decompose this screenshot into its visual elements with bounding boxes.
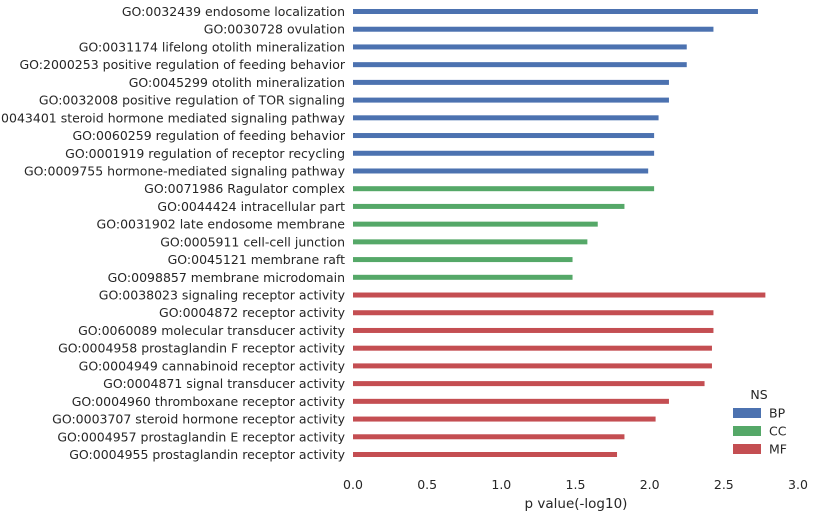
bar-24 [353, 416, 656, 422]
y-tick-label-10: GO:0009755 hormone-mediated signaling pa… [24, 163, 346, 178]
legend-swatch-cc [733, 426, 761, 436]
bar-20 [353, 345, 712, 351]
bar-11 [353, 186, 655, 192]
bar-13 [353, 221, 598, 227]
bars-layer [353, 9, 766, 457]
y-tick-label-17: GO:0038023 signaling receptor activity [99, 288, 346, 303]
y-tick-label-22: GO:0004871 signal transducer activity [103, 376, 345, 391]
bar-16 [353, 274, 573, 280]
y-tick-label-18: GO:0004872 receptor activity [159, 305, 346, 320]
y-tick-label-7: GO:0043401 steroid hormone mediated sign… [0, 110, 346, 125]
y-tick-label-2: GO:0030728 ovulation [204, 22, 345, 37]
y-tick-label-13: GO:0031902 late endosome membrane [97, 217, 346, 232]
bar-5 [353, 79, 669, 85]
y-tick-label-12: GO:0044424 intracellular part [157, 199, 345, 214]
x-tick-label-6: 2.5 [714, 477, 734, 492]
bar-25 [353, 434, 625, 440]
y-tick-label-11: GO:0071986 Ragulator complex [144, 181, 345, 196]
bar-3 [353, 44, 687, 50]
y-tick-label-20: GO:0004958 prostaglandin F receptor acti… [58, 341, 346, 356]
y-tick-label-16: GO:0098857 membrane microdomain [108, 270, 345, 285]
x-tick-label-4: 1.5 [566, 477, 586, 492]
x-axis-label: p value(-log10) [525, 496, 628, 512]
bar-12 [353, 203, 625, 209]
y-tick-label-25: GO:0004957 prostaglandin E receptor acti… [57, 429, 345, 444]
legend-entries: BP CC MF [733, 406, 787, 457]
y-tick-label-3: GO:0031174 lifelong otolith mineralizati… [79, 39, 345, 54]
y-tick-label-24: GO:0003707 steroid hormone receptor acti… [52, 412, 345, 427]
y-tick-label-21: GO:0004949 cannabinoid receptor activity [79, 358, 346, 373]
bar-18 [353, 310, 714, 316]
x-tick-label-5: 2.0 [640, 477, 660, 492]
y-tick-label-8: GO:0060259 regulation of feeding behavio… [72, 128, 345, 143]
y-tick-labels: GO:0032439 endosome localization GO:00307… [0, 4, 346, 462]
y-tick-label-19: GO:0060089 molecular transducer activity [78, 323, 346, 338]
y-tick-label-14: GO:0005911 cell-cell junction [160, 234, 345, 249]
bar-15 [353, 257, 573, 263]
x-tick-label-3: 1.0 [491, 477, 511, 492]
legend-label-mf: MF [769, 442, 787, 457]
y-tick-label-9: GO:0001919 regulation of receptor recycl… [65, 146, 345, 161]
legend-swatch-bp [733, 408, 761, 418]
bar-7 [353, 115, 659, 121]
bar-22 [353, 381, 705, 387]
y-tick-label-4: GO:2000253 positive regulation of feedin… [19, 57, 345, 72]
bar-10 [353, 168, 649, 174]
legend-title: NS [750, 387, 767, 402]
bar-8 [353, 133, 655, 139]
bar-9 [353, 150, 655, 156]
bar-1 [353, 9, 758, 14]
y-tick-label-15: GO:0045121 membrane raft [168, 252, 346, 267]
bar-26 [353, 452, 618, 457]
x-tick-labels: 0.0 0.5 1.0 1.5 2.0 2.5 3.0 [343, 477, 808, 492]
bar-23 [353, 398, 669, 404]
y-tick-label-6: GO:0032008 positive regulation of TOR si… [39, 93, 345, 108]
y-tick-label-1: GO:0032439 endosome localization [122, 4, 345, 19]
legend: NS BP CC MF [733, 387, 787, 457]
bar-19 [353, 327, 714, 333]
bar-4 [353, 62, 687, 68]
bar-6 [353, 97, 669, 103]
y-tick-label-5: GO:0045299 otolith mineralization [129, 75, 345, 90]
y-tick-label-23: GO:0004960 thromboxane receptor activity [72, 394, 346, 409]
legend-swatch-mf [733, 444, 761, 454]
bar-2 [353, 26, 714, 32]
bar-14 [353, 239, 588, 245]
x-tick-label-1: 0.0 [343, 477, 363, 492]
bar-21 [353, 363, 712, 369]
y-tick-label-26: GO:0004955 prostaglandin receptor activi… [69, 447, 345, 462]
legend-label-cc: CC [769, 424, 787, 439]
x-tick-label-2: 0.5 [417, 477, 437, 492]
x-tick-label-7: 3.0 [788, 477, 808, 492]
legend-label-bp: BP [769, 406, 786, 421]
bar-17 [353, 292, 766, 298]
